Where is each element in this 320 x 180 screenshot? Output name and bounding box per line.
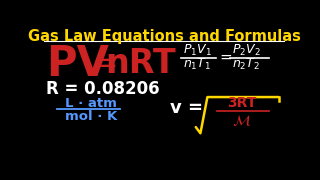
Text: Gas Law Equations and Formulas: Gas Law Equations and Formulas <box>28 29 300 44</box>
Text: =: = <box>219 50 232 65</box>
Text: nRT: nRT <box>105 48 176 80</box>
Text: $P_2V_2$: $P_2V_2$ <box>232 43 261 58</box>
Text: L · atm: L · atm <box>65 97 117 110</box>
Text: R = 0.08206: R = 0.08206 <box>46 80 160 98</box>
Text: $n_1T_1$: $n_1T_1$ <box>183 57 212 72</box>
Text: v =: v = <box>170 99 203 117</box>
Text: $\mathcal{M}$: $\mathcal{M}$ <box>232 113 251 128</box>
Text: =: = <box>93 50 118 78</box>
Text: PV: PV <box>46 43 109 85</box>
Text: 3RT: 3RT <box>227 96 256 110</box>
Text: mol · K: mol · K <box>65 110 117 123</box>
Text: $n_2T_2$: $n_2T_2$ <box>232 57 260 72</box>
Text: $P_1V_1$: $P_1V_1$ <box>183 43 212 58</box>
